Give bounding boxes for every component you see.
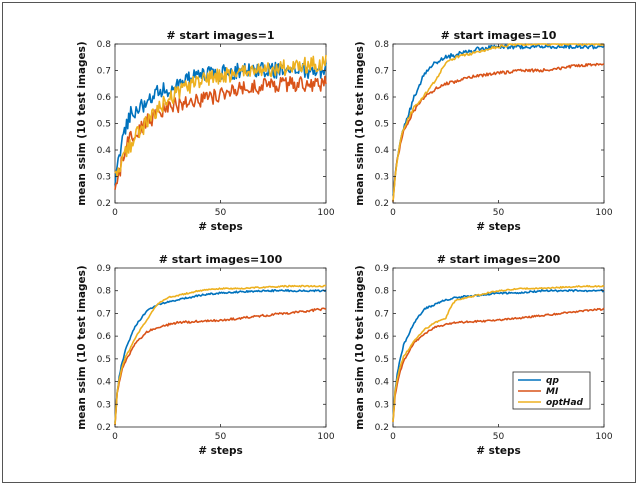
subplot-title: # start images=10	[441, 29, 557, 42]
x-tick-label: 50	[215, 432, 227, 442]
x-tick-label: 100	[595, 208, 612, 218]
x-axis-label: # steps	[476, 221, 521, 233]
y-tick-label: 0.2	[375, 423, 389, 433]
y-tick-label: 0.9	[375, 264, 390, 274]
y-tick-label: 0.7	[375, 309, 389, 319]
series-line-optHad	[114, 284, 326, 425]
legend-label-optHad: optHad	[546, 398, 584, 408]
y-tick-label: 0.5	[97, 355, 111, 365]
y-tick-label: 0.6	[375, 332, 390, 342]
x-tick-label: 100	[317, 208, 334, 218]
y-tick-label: 0.7	[375, 67, 389, 77]
y-tick-label: 0.8	[375, 287, 390, 297]
legend-label-MI: MI	[546, 387, 559, 397]
y-tick-label: 0.8	[97, 40, 112, 50]
series-line-optHad	[392, 43, 605, 202]
y-tick-label: 0.8	[97, 287, 112, 297]
series-line-MI	[392, 62, 605, 202]
y-tick-label: 0.9	[97, 264, 112, 274]
x-tick-label: 100	[595, 432, 612, 442]
x-tick-label: 50	[493, 208, 505, 218]
y-tick-label: 0.7	[97, 309, 111, 319]
subplot-3: 0.2 0.3 0.4 0.5 0.6 0.7 0.8 0.9 0 50 100 # start im…	[76, 253, 335, 457]
y-tick-label: 0.6	[97, 332, 112, 342]
x-axis-label: # steps	[198, 221, 243, 233]
series-line-MI	[114, 307, 327, 425]
y-tick-label: 0.2	[375, 199, 389, 209]
y-tick-label: 0.2	[97, 199, 111, 209]
x-tick-label: 50	[493, 432, 505, 442]
x-axis-label: # steps	[476, 445, 521, 457]
y-tick-label: 0.4	[375, 146, 390, 156]
y-tick-label: 0.5	[375, 355, 389, 365]
y-axis-label: mean ssim (10 test images)	[354, 41, 366, 205]
y-tick-label: 0.3	[97, 173, 111, 183]
y-tick-label: 0.4	[97, 146, 112, 156]
series-line-qp	[114, 288, 327, 423]
y-tick-label: 0.7	[97, 67, 111, 77]
y-tick-label: 0.5	[97, 120, 111, 130]
x-tick-label: 0	[390, 208, 396, 218]
x-tick-label: 0	[112, 208, 118, 218]
y-tick-label: 0.6	[375, 93, 390, 103]
legend-label-qp: qp	[546, 376, 559, 386]
subplot-4: 0.2 0.3 0.4 0.5 0.6 0.7 0.8 0.9 0 50 100 # start im…	[354, 253, 613, 457]
y-tick-label: 0.4	[375, 378, 390, 388]
x-tick-label: 50	[215, 208, 227, 218]
subplot-2: 0.2 0.3 0.4 0.5 0.6 0.7 0.8 0 50 100 # start image…	[354, 29, 613, 233]
y-tick-label: 0.3	[375, 400, 389, 410]
series-line-qp	[392, 288, 605, 420]
y-tick-label: 0.4	[97, 378, 112, 388]
plot-area	[114, 267, 327, 428]
subplot-title: # start images=100	[159, 253, 283, 266]
y-tick-label: 0.2	[97, 423, 111, 433]
y-tick-label: 0.3	[375, 173, 389, 183]
y-tick-label: 0.3	[97, 400, 111, 410]
y-axis-label: mean ssim (10 test images)	[354, 265, 366, 429]
x-tick-label: 0	[112, 432, 118, 442]
x-axis-label: # steps	[198, 445, 243, 457]
series-line-optHad	[114, 54, 327, 178]
x-tick-label: 0	[390, 432, 396, 442]
subplot-1: 0.2 0.3 0.4 0.5 0.6 0.7 0.8 0 50 100 # start image…	[76, 29, 335, 233]
series-line-MI	[392, 307, 605, 422]
series-line-optHad	[392, 284, 605, 423]
y-axis-label: mean ssim (10 test images)	[76, 265, 88, 429]
y-tick-label: 0.8	[375, 40, 390, 50]
plot-area	[392, 43, 605, 204]
y-axis-label: mean ssim (10 test images)	[76, 41, 88, 205]
subplot-title: # start images=1	[166, 29, 274, 42]
y-tick-label: 0.6	[97, 93, 112, 103]
subplot-title: # start images=200	[437, 253, 561, 266]
y-tick-label: 0.5	[375, 120, 389, 130]
series-line-MI	[114, 75, 327, 190]
x-tick-label: 100	[317, 432, 334, 442]
